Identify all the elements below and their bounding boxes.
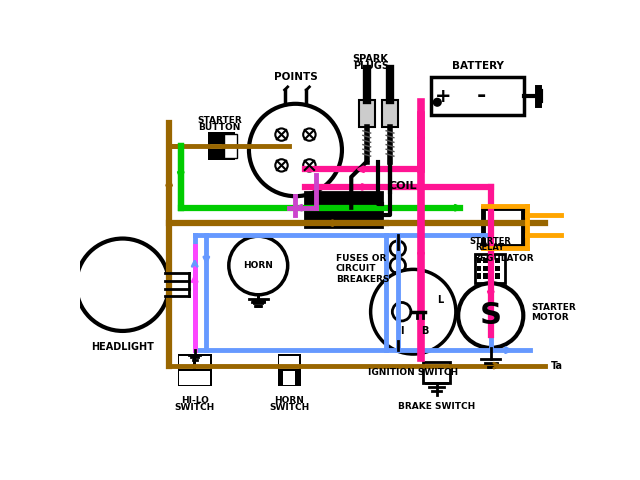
Text: FUSES OR
CIRCUIT
BREAKERS: FUSES OR CIRCUIT BREAKERS xyxy=(336,254,389,284)
Bar xyxy=(431,77,524,115)
Text: IGNITION SWITCH: IGNITION SWITCH xyxy=(368,368,458,377)
Bar xyxy=(483,265,488,271)
Text: HI-LO: HI-LO xyxy=(180,396,209,406)
Bar xyxy=(477,265,481,271)
Bar xyxy=(483,208,524,246)
Bar xyxy=(495,273,500,278)
Bar xyxy=(209,143,222,149)
Text: REGULATOR: REGULATOR xyxy=(473,254,534,263)
Bar xyxy=(179,356,193,370)
Bar xyxy=(422,362,451,384)
Text: COIL: COIL xyxy=(388,181,417,191)
Bar xyxy=(178,354,212,386)
Bar xyxy=(278,354,301,386)
Bar xyxy=(495,258,500,263)
Text: STARTER: STARTER xyxy=(469,237,511,246)
Bar xyxy=(483,258,488,263)
Bar xyxy=(208,132,235,160)
Bar xyxy=(224,134,237,158)
Text: HEADLIGHT: HEADLIGHT xyxy=(91,343,154,352)
Text: POINTS: POINTS xyxy=(273,72,317,82)
Bar xyxy=(489,273,494,278)
Bar xyxy=(483,273,488,278)
Text: RELAY: RELAY xyxy=(476,243,504,252)
Text: MOTOR: MOTOR xyxy=(531,313,569,323)
Bar xyxy=(477,273,481,278)
Bar xyxy=(196,356,210,370)
Circle shape xyxy=(371,269,456,354)
Bar xyxy=(495,265,500,271)
Bar xyxy=(279,356,300,370)
Circle shape xyxy=(433,98,441,106)
Bar xyxy=(305,192,382,227)
Text: S: S xyxy=(480,301,502,330)
Text: SWITCH: SWITCH xyxy=(175,403,215,412)
Text: HORN: HORN xyxy=(243,261,273,270)
Bar xyxy=(382,100,397,127)
Bar xyxy=(359,100,374,127)
Text: Ta: Ta xyxy=(551,360,563,371)
Text: BUTTON: BUTTON xyxy=(198,123,241,132)
Bar xyxy=(476,254,505,283)
Text: -: - xyxy=(477,86,486,106)
Text: STARTER: STARTER xyxy=(197,116,242,125)
Text: BATTERY: BATTERY xyxy=(452,60,504,71)
Text: I: I xyxy=(400,326,403,336)
Text: SPARK: SPARK xyxy=(353,54,388,64)
Bar xyxy=(179,371,210,385)
Text: +: + xyxy=(435,86,451,106)
Bar xyxy=(283,371,296,385)
Circle shape xyxy=(229,236,288,295)
Text: PLUGS: PLUGS xyxy=(353,61,388,72)
Text: HORN: HORN xyxy=(275,396,304,406)
Text: B: B xyxy=(421,326,429,336)
Bar xyxy=(477,258,481,263)
Text: STARTER: STARTER xyxy=(531,303,576,312)
Text: BRAKE SWITCH: BRAKE SWITCH xyxy=(398,402,475,411)
Text: L: L xyxy=(437,295,444,305)
Text: SWITCH: SWITCH xyxy=(269,403,309,412)
Bar xyxy=(489,258,494,263)
Bar xyxy=(489,265,494,271)
